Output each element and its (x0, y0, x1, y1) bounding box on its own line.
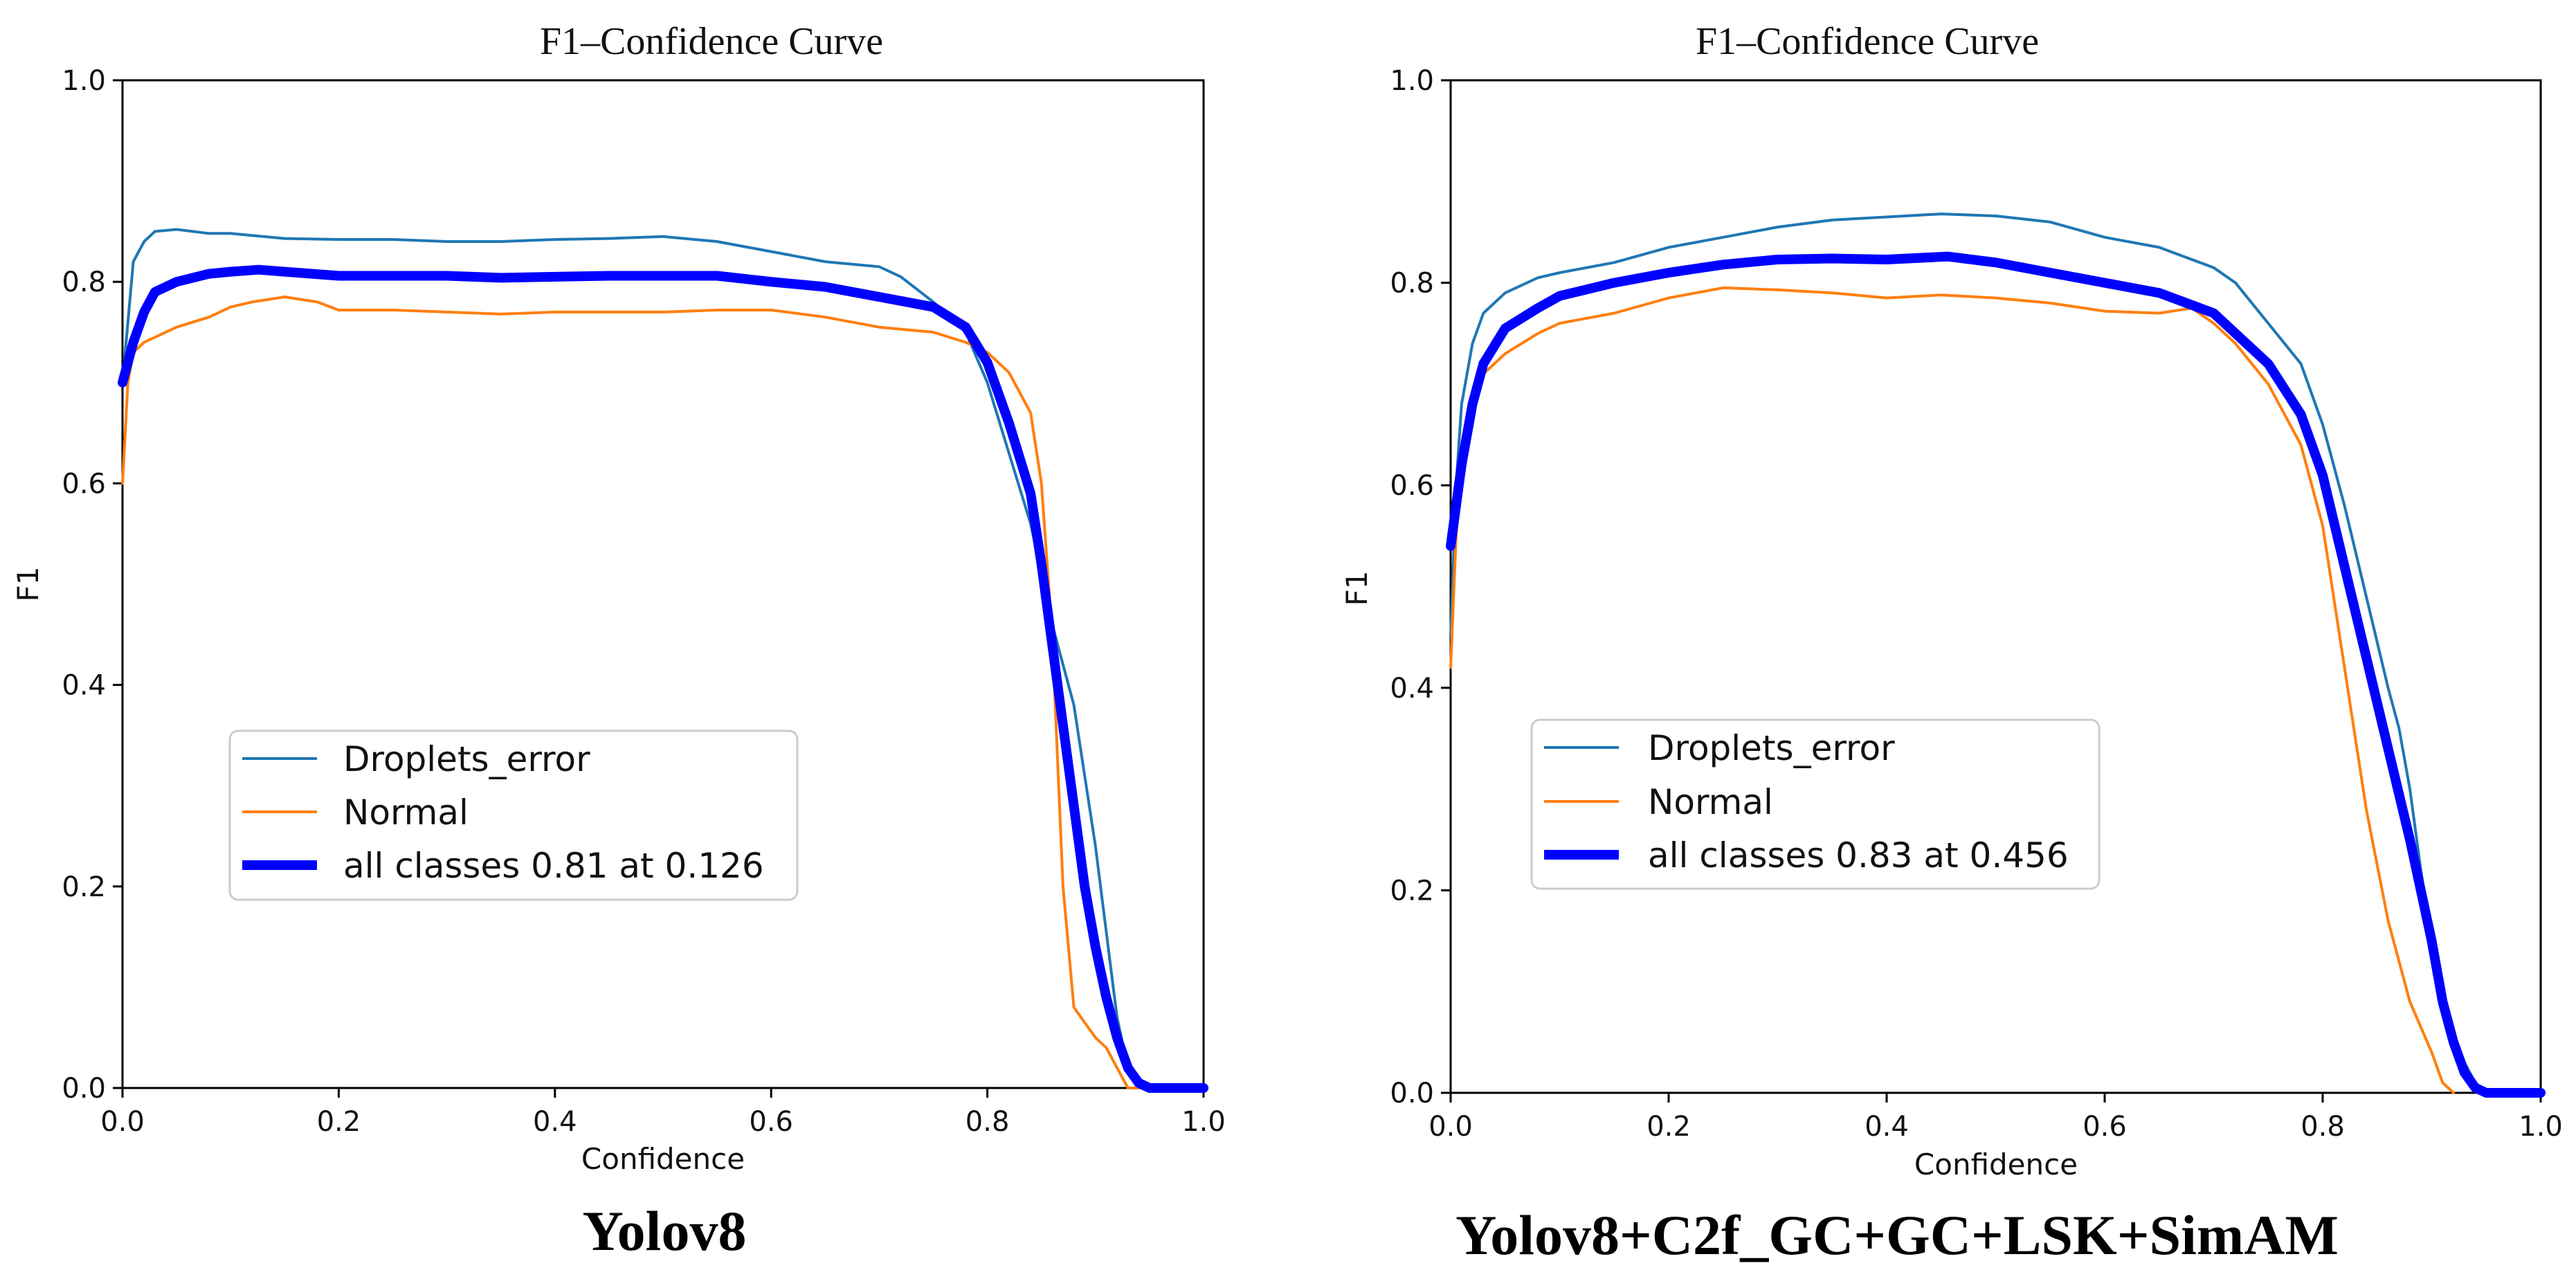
y-tick-label: 0.2 (62, 871, 106, 903)
y-tick-label: 0.8 (1390, 268, 1434, 300)
y-tick-label: 0.4 (62, 670, 106, 702)
legend-label-droplets-error: Droplets_error (1648, 728, 1895, 768)
legend: Droplets_error Normal all classes 0.83 a… (1530, 718, 2101, 890)
chart-title: F1–Confidence Curve (540, 20, 883, 63)
y-tick-label: 1.0 (1390, 65, 1434, 97)
x-tick-label: 0.0 (1428, 1111, 1473, 1143)
chart-caption: Yolov8 (583, 1199, 747, 1262)
series-line-normal (121, 296, 1141, 1089)
legend: Droplets_error Normal all classes 0.81 a… (228, 729, 799, 901)
series-line-all-classes (118, 264, 1208, 1093)
y-axis-label: F1 (11, 567, 45, 602)
x-tick-label: 0.2 (317, 1106, 361, 1138)
plot-frame (121, 79, 1205, 1089)
y-tick-label: 0.0 (62, 1073, 106, 1105)
y-tick-label: 0.4 (1390, 673, 1434, 705)
legend-box (228, 729, 799, 901)
legend-label-all-classes: all classes 0.83 at 0.456 (1648, 835, 2069, 876)
series-line-normal (1449, 286, 2455, 1094)
legend-label-all-classes: all classes 0.81 at 0.126 (343, 846, 764, 886)
chart-panel-yolov8-improved: F1–Confidence Curve 0.0 0.2 0.4 0.6 0.8 1.00.… (1340, 20, 2563, 1267)
chart-title: F1–Confidence Curve (1696, 20, 2039, 63)
plot-frame (1449, 79, 2542, 1094)
x-tick-label: 0.8 (965, 1106, 1010, 1138)
x-tick-label: 0.6 (749, 1106, 793, 1138)
x-tick-label: 0.0 (100, 1106, 145, 1138)
y-tick-label: 1.0 (62, 65, 106, 97)
y-tick-label: 0.6 (1390, 470, 1434, 502)
series-line-droplets-error (121, 228, 1151, 1089)
legend-label-droplets-error: Droplets_error (343, 739, 590, 779)
y-tick-label: 0.8 (62, 266, 106, 298)
x-axis-label: Confidence (1914, 1148, 2078, 1181)
x-tick-label: 1.0 (2519, 1111, 2563, 1143)
y-axis-label: F1 (1340, 571, 1374, 606)
x-tick-label: 0.4 (1865, 1111, 1909, 1143)
x-tick-label: 0.8 (2301, 1111, 2345, 1143)
x-tick-label: 0.4 (533, 1106, 577, 1138)
axis-ticks: 0.0 0.2 0.4 0.6 0.8 1.0 0.0 0.2 0.4 0.6 0.8 1.0 (1390, 65, 2562, 1143)
x-tick-label: 1.0 (1181, 1106, 1226, 1138)
chart-panel-yolov8: F1–Confidence Curve 0.0 0.2 0.4 0.6 0.8 1.00.… (11, 20, 1226, 1262)
x-tick-label: 0.2 (1647, 1111, 1691, 1143)
series-layer (118, 228, 1208, 1093)
y-tick-label: 0.0 (1390, 1078, 1434, 1109)
series-line-all-classes (1446, 251, 2546, 1098)
y-tick-label: 0.2 (1390, 875, 1434, 907)
axis-ticks: 0.0 0.2 0.4 0.6 0.8 1.0 0.0 0.2 0.4 0.6 0.8 1.0 (62, 65, 1225, 1138)
x-tick-label: 0.6 (2083, 1111, 2127, 1143)
legend-box (1530, 718, 2101, 890)
y-tick-label: 0.6 (62, 468, 106, 500)
series-layer (1446, 212, 2546, 1098)
chart-caption: Yolov8+C2f_GC+GC+LSK+SimAM (1455, 1204, 2339, 1267)
legend-label-normal: Normal (1648, 782, 1773, 822)
x-axis-label: Confidence (581, 1142, 745, 1176)
legend-label-normal: Normal (343, 792, 469, 833)
